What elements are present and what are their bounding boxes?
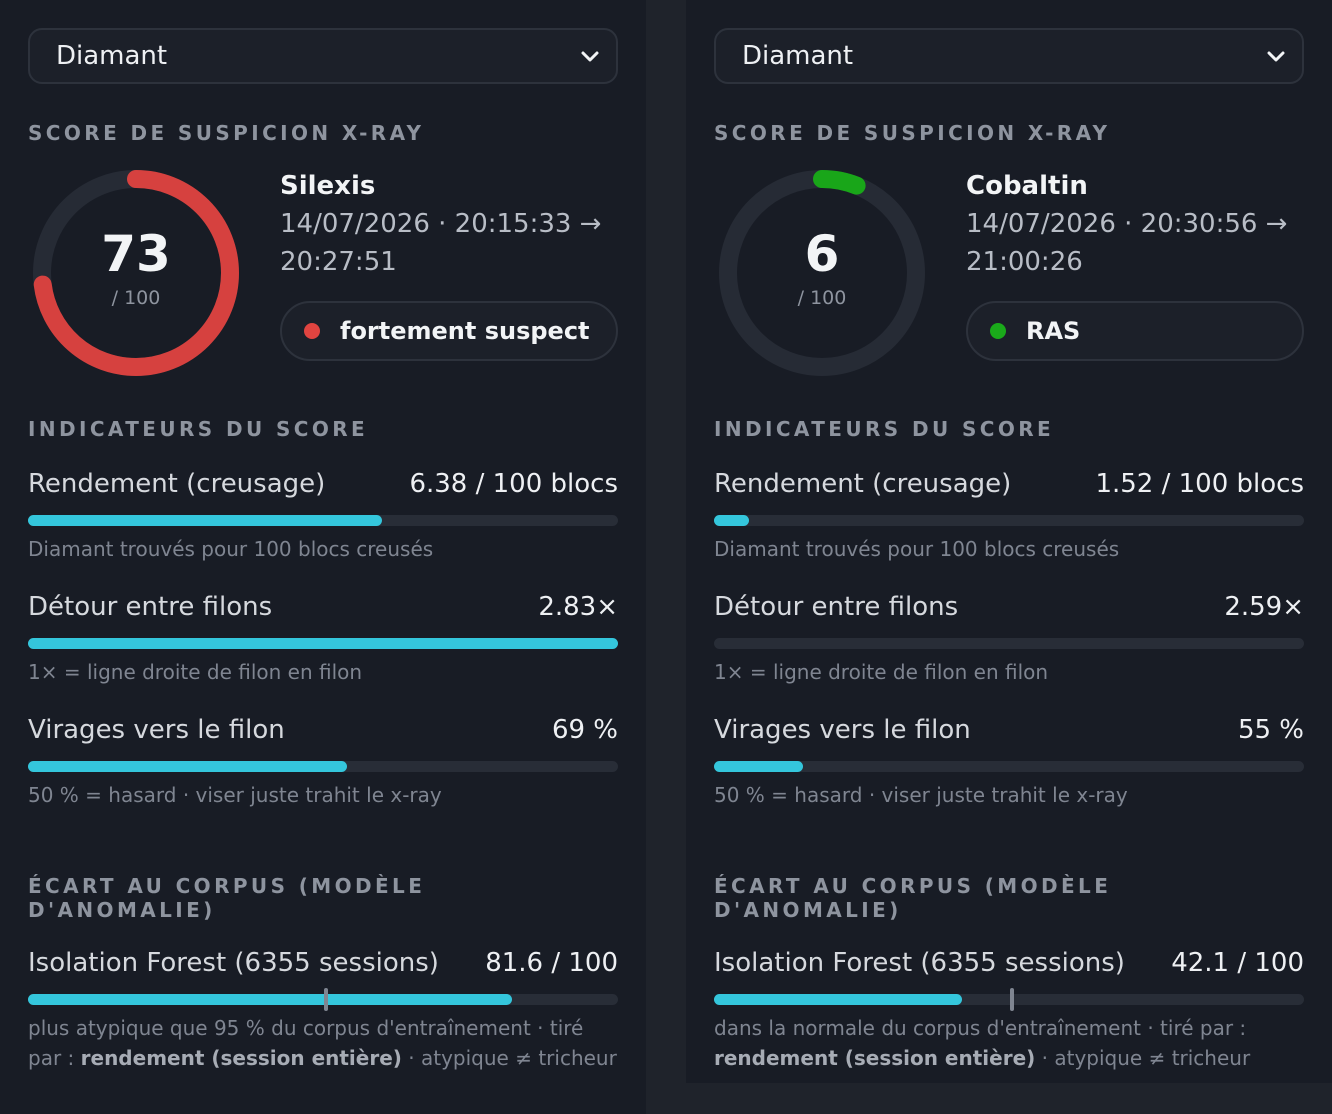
metric-label: Virages vers le filon <box>714 715 971 745</box>
status-dot-icon <box>304 323 320 339</box>
metric-yield: Rendement (creusage) 1.52 / 100 blocs Di… <box>714 467 1304 564</box>
metric-turns: Virages vers le filon 55 % 50 % = hasard… <box>714 713 1304 810</box>
chevron-down-icon <box>581 51 599 62</box>
metric-hint: Diamant trouvés pour 100 blocs creusés <box>28 537 434 561</box>
metric-yield: Rendement (creusage) 6.38 / 100 blocs Di… <box>28 467 618 564</box>
metric-turns: Virages vers le filon 69 % 50 % = hasard… <box>28 713 618 810</box>
hint-driver: rendement (session entière) <box>80 1046 402 1070</box>
verdict-badge: fortement suspect <box>280 301 618 361</box>
metric-bar-fill <box>28 515 382 526</box>
hint-text: dans la normale du corpus d'entraînement… <box>714 1016 1247 1040</box>
score-gauge: 6 / 100 <box>714 165 930 381</box>
corpus-section-title: ÉCART AU CORPUS (MODÈLE D'ANOMALIE) <box>714 874 1112 922</box>
metric-value: 1.52 / 100 blocs <box>1095 469 1304 499</box>
metric-bar <box>714 988 1304 1011</box>
metric-value: 2.83× <box>538 592 618 622</box>
metric-hint: dans la normale du corpus d'entraînement… <box>714 1013 1304 1073</box>
metric-bar-fill <box>28 638 618 649</box>
metric-hint: 1× = ligne droite de filon en filon <box>714 660 1049 684</box>
score-value: 6 <box>804 225 840 283</box>
verdict-label: RAS <box>1026 317 1081 345</box>
score-gauge: 73 / 100 <box>28 165 244 381</box>
suspicion-section-title: SCORE DE SUSPICION X-RAY <box>28 121 425 145</box>
session-time-start: 14/07/2026 · 20:15:33 → <box>280 209 602 239</box>
indicators-section-title: INDICATEURS DU SCORE <box>28 417 369 441</box>
hint-text: · atypique ≠ tricheur <box>1035 1046 1251 1070</box>
metric-value: 2.59× <box>1224 592 1304 622</box>
session-time-start: 14/07/2026 · 20:30:56 → <box>966 209 1288 239</box>
metric-label: Détour entre filons <box>714 592 959 622</box>
metric-bar-fill <box>714 761 803 772</box>
metric-value: 6.38 / 100 blocs <box>409 469 618 499</box>
metric-bar <box>714 638 1304 649</box>
metric-hint: 1× = ligne droite de filon en filon <box>28 660 363 684</box>
score-row: 73 / 100 Silexis 14/07/2026 · 20:15:33 →… <box>28 165 618 395</box>
metric-bar <box>28 761 618 772</box>
player-panel-cobaltin: Diamant SCORE DE SUSPICION X-RAY 6 / 100… <box>686 0 1332 1083</box>
metric-label: Isolation Forest (6355 sessions) <box>28 948 439 978</box>
metric-value: 69 % <box>551 715 618 745</box>
metric-hint: plus atypique que 95 % du corpus d'entra… <box>28 1013 618 1073</box>
metric-hint: 50 % = hasard · viser juste trahit le x-… <box>714 783 1128 807</box>
suspicion-section-title: SCORE DE SUSPICION X-RAY <box>714 121 1111 145</box>
session-time: 14/07/2026 · 20:15:33 → 20:27:51 <box>280 205 620 281</box>
metric-isolation-forest: Isolation Forest (6355 sessions) 42.1 / … <box>714 946 1304 1073</box>
session-info: Cobaltin 14/07/2026 · 20:30:56 → 21:00:2… <box>966 171 1306 361</box>
metric-label: Isolation Forest (6355 sessions) <box>714 948 1125 978</box>
metric-label: Virages vers le filon <box>28 715 285 745</box>
player-panel-silexis: Diamant SCORE DE SUSPICION X-RAY 73 / 10… <box>0 0 646 1114</box>
metric-bar <box>28 988 618 1011</box>
metric-bar <box>714 515 1304 526</box>
metric-label: Rendement (creusage) <box>714 469 1012 499</box>
score-row: 6 / 100 Cobaltin 14/07/2026 · 20:30:56 →… <box>714 165 1304 395</box>
metric-label: Détour entre filons <box>28 592 273 622</box>
ore-select-value: Diamant <box>742 41 854 71</box>
indicators-section-title: INDICATEURS DU SCORE <box>714 417 1055 441</box>
ore-select[interactable]: Diamant <box>28 28 618 84</box>
session-time-end: 20:27:51 <box>280 247 397 277</box>
status-dot-icon <box>990 323 1006 339</box>
metric-isolation-forest: Isolation Forest (6355 sessions) 81.6 / … <box>28 946 618 1073</box>
player-name: Silexis <box>280 171 376 201</box>
gauge-arc <box>33 170 239 376</box>
verdict-label: fortement suspect <box>340 317 590 345</box>
hint-text: plus atypique que 95 % du corpus d'entra… <box>28 1016 584 1070</box>
session-time-end: 21:00:26 <box>966 247 1083 277</box>
corpus-threshold-marker <box>1009 988 1014 1011</box>
metric-hint: Diamant trouvés pour 100 blocs creusés <box>714 537 1120 561</box>
metric-bar-fill <box>28 994 512 1005</box>
score-value: 73 <box>101 225 171 283</box>
player-name: Cobaltin <box>966 171 1088 201</box>
corpus-section-title: ÉCART AU CORPUS (MODÈLE D'ANOMALIE) <box>28 874 426 922</box>
score-max: / 100 <box>797 287 847 309</box>
metric-bar-fill <box>28 761 347 772</box>
ore-select-value: Diamant <box>56 41 168 71</box>
metric-detour: Détour entre filons 2.59× 1× = ligne dro… <box>714 590 1304 687</box>
metric-bar <box>28 638 618 649</box>
metric-bar <box>28 515 618 526</box>
metric-detour: Détour entre filons 2.83× 1× = ligne dro… <box>28 590 618 687</box>
ore-select[interactable]: Diamant <box>714 28 1304 84</box>
metric-value: 42.1 / 100 <box>1171 948 1304 978</box>
session-time: 14/07/2026 · 20:30:56 → 21:00:26 <box>966 205 1306 281</box>
score-max: / 100 <box>111 287 161 309</box>
hint-text: · atypique ≠ tricheur <box>401 1046 617 1070</box>
verdict-badge: RAS <box>966 301 1304 361</box>
metric-value: 55 % <box>1237 715 1304 745</box>
gauge-arc <box>719 170 925 376</box>
metric-value: 81.6 / 100 <box>485 948 618 978</box>
metric-bar-fill <box>714 994 962 1005</box>
corpus-threshold-marker <box>323 988 328 1011</box>
metric-bar-fill <box>714 515 750 526</box>
metric-bar <box>714 761 1304 772</box>
chevron-down-icon <box>1267 51 1285 62</box>
session-info: Silexis 14/07/2026 · 20:15:33 → 20:27:51… <box>280 171 620 361</box>
metric-label: Rendement (creusage) <box>28 469 326 499</box>
metric-hint: 50 % = hasard · viser juste trahit le x-… <box>28 783 442 807</box>
hint-driver: rendement (session entière) <box>714 1046 1036 1070</box>
